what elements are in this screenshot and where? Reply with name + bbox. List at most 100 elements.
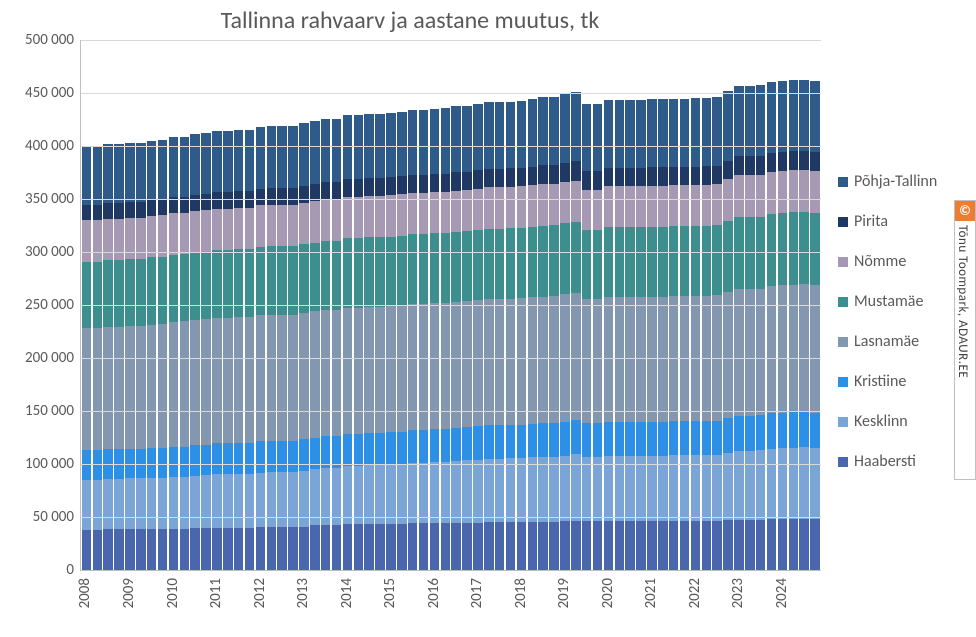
y-tick-label: 0 [4,561,74,579]
bar-segment-kesklinn [212,474,222,528]
bar-segment-nõmme [267,205,277,246]
bar [245,130,255,570]
x-tick-label: 2021 [642,578,660,608]
bar [604,100,614,570]
x-tick-label: 2008 [76,578,94,608]
gridline [81,411,821,412]
bar-segment-kesklinn [451,461,461,523]
bar-segment-haabersti [658,521,668,570]
bar-segment-kesklinn [560,456,570,522]
bar-segment-mustamäe [647,227,657,297]
gridline [81,40,821,41]
bar-segment-pirita [430,174,440,192]
watermark: © Tõnu Toompark, ADAUR.EE [954,200,976,480]
bar-segment-lasnamäe [386,306,396,432]
legend-item: Kristiine [838,372,937,391]
bar-segment-haabersti [408,523,418,570]
bar-segment-lasnamäe [734,289,744,416]
bar-segment-lasnamäe [158,324,168,448]
bar-segment-lasnamäe [201,319,211,445]
bar-segment-kristiine [212,443,222,474]
bar-segment-haabersti [212,528,222,570]
bar-segment-haabersti [669,521,679,570]
bar-segment-pirita [473,170,483,189]
bar-segment-nõmme [158,215,168,256]
bar-segment-kristiine [277,441,287,472]
bar-segment-kristiine [343,434,353,466]
bar-segment-kristiine [332,436,342,468]
bar-segment-nõmme [647,186,657,227]
x-tick-label: 2014 [338,578,356,608]
bar-segment-nõmme [364,196,374,237]
bar-segment-pirita [451,172,461,191]
bar-segment-kesklinn [408,463,418,523]
bar-segment-nõmme [441,192,451,233]
bar-segment-kristiine [636,422,646,456]
bar-segment-pirita [288,188,298,205]
watermark-text: Tõnu Toompark, ADAUR.EE [955,221,970,378]
bar-segment-mustamäe [93,262,103,329]
bar-segment-haabersti [484,522,494,570]
legend-swatch [838,337,848,347]
bar-segment-kesklinn [810,448,820,519]
bar-segment-kesklinn [636,456,646,521]
bar [615,100,625,570]
bar-segment-kristiine [288,441,298,472]
bar-segment-põhja-tallinn [147,141,157,200]
bar-segment-pirita [778,152,788,171]
bar-segment-haabersti [125,529,135,570]
bar-segment-kesklinn [397,464,407,524]
bar-segment-haabersti [582,521,592,570]
bar [462,106,472,570]
bar [538,97,548,570]
bar-segment-mustamäe [430,233,440,303]
bar-segment-kesklinn [190,476,200,528]
bar-segment-haabersti [789,519,799,570]
bar-segment-lasnamäe [375,307,385,433]
y-tick-label: 200 000 [4,349,74,367]
bar [669,99,679,570]
bar-segment-nõmme [712,184,722,225]
bar-segment-põhja-tallinn [158,140,168,200]
bar-segment-lasnamäe [756,289,766,416]
bar-segment-põhja-tallinn [332,119,342,183]
bar [397,112,407,570]
bar-segment-pirita [495,169,505,188]
bar-segment-nõmme [734,175,744,217]
bar-segment-kesklinn [245,474,255,528]
bar-segment-lasnamäe [397,306,407,432]
bar-segment-pirita [114,203,124,218]
bar [256,127,266,570]
bar-segment-mustamäe [419,234,429,304]
gridline [81,305,821,306]
bar-segment-kristiine [593,423,603,457]
gridline [81,199,821,200]
bar-segment-mustamäe [636,227,646,297]
bar [408,110,418,570]
bar [223,131,233,570]
bar-segment-põhja-tallinn [288,126,298,188]
bar-segment-kesklinn [147,478,157,529]
bar-segment-nõmme [549,184,559,225]
bar-segment-pirita [636,168,646,187]
legend-label: Mustamäe [854,292,923,311]
bar-segment-kesklinn [267,472,277,527]
bar-segment-pirita [767,153,777,172]
legend-label: Pirita [854,212,888,231]
bar-segment-mustamäe [549,225,559,296]
bar-segment-haabersti [310,525,320,570]
bar-segment-pirita [723,161,733,180]
bar-segment-kesklinn [277,472,287,527]
bar-segment-kristiine [538,423,548,457]
bar-segment-kesklinn [549,457,559,522]
bar-segment-nõmme [538,184,548,225]
bar-segment-nõmme [114,219,124,260]
x-tick-label: 2019 [555,578,573,608]
bar-segment-põhja-tallinn [495,102,505,169]
bar-segment-nõmme [810,171,820,213]
bar-segment-haabersti [756,520,766,570]
bar [267,126,277,570]
bar [560,94,570,570]
bar-segment-kristiine [451,428,461,461]
bar-segment-mustamäe [680,226,690,296]
